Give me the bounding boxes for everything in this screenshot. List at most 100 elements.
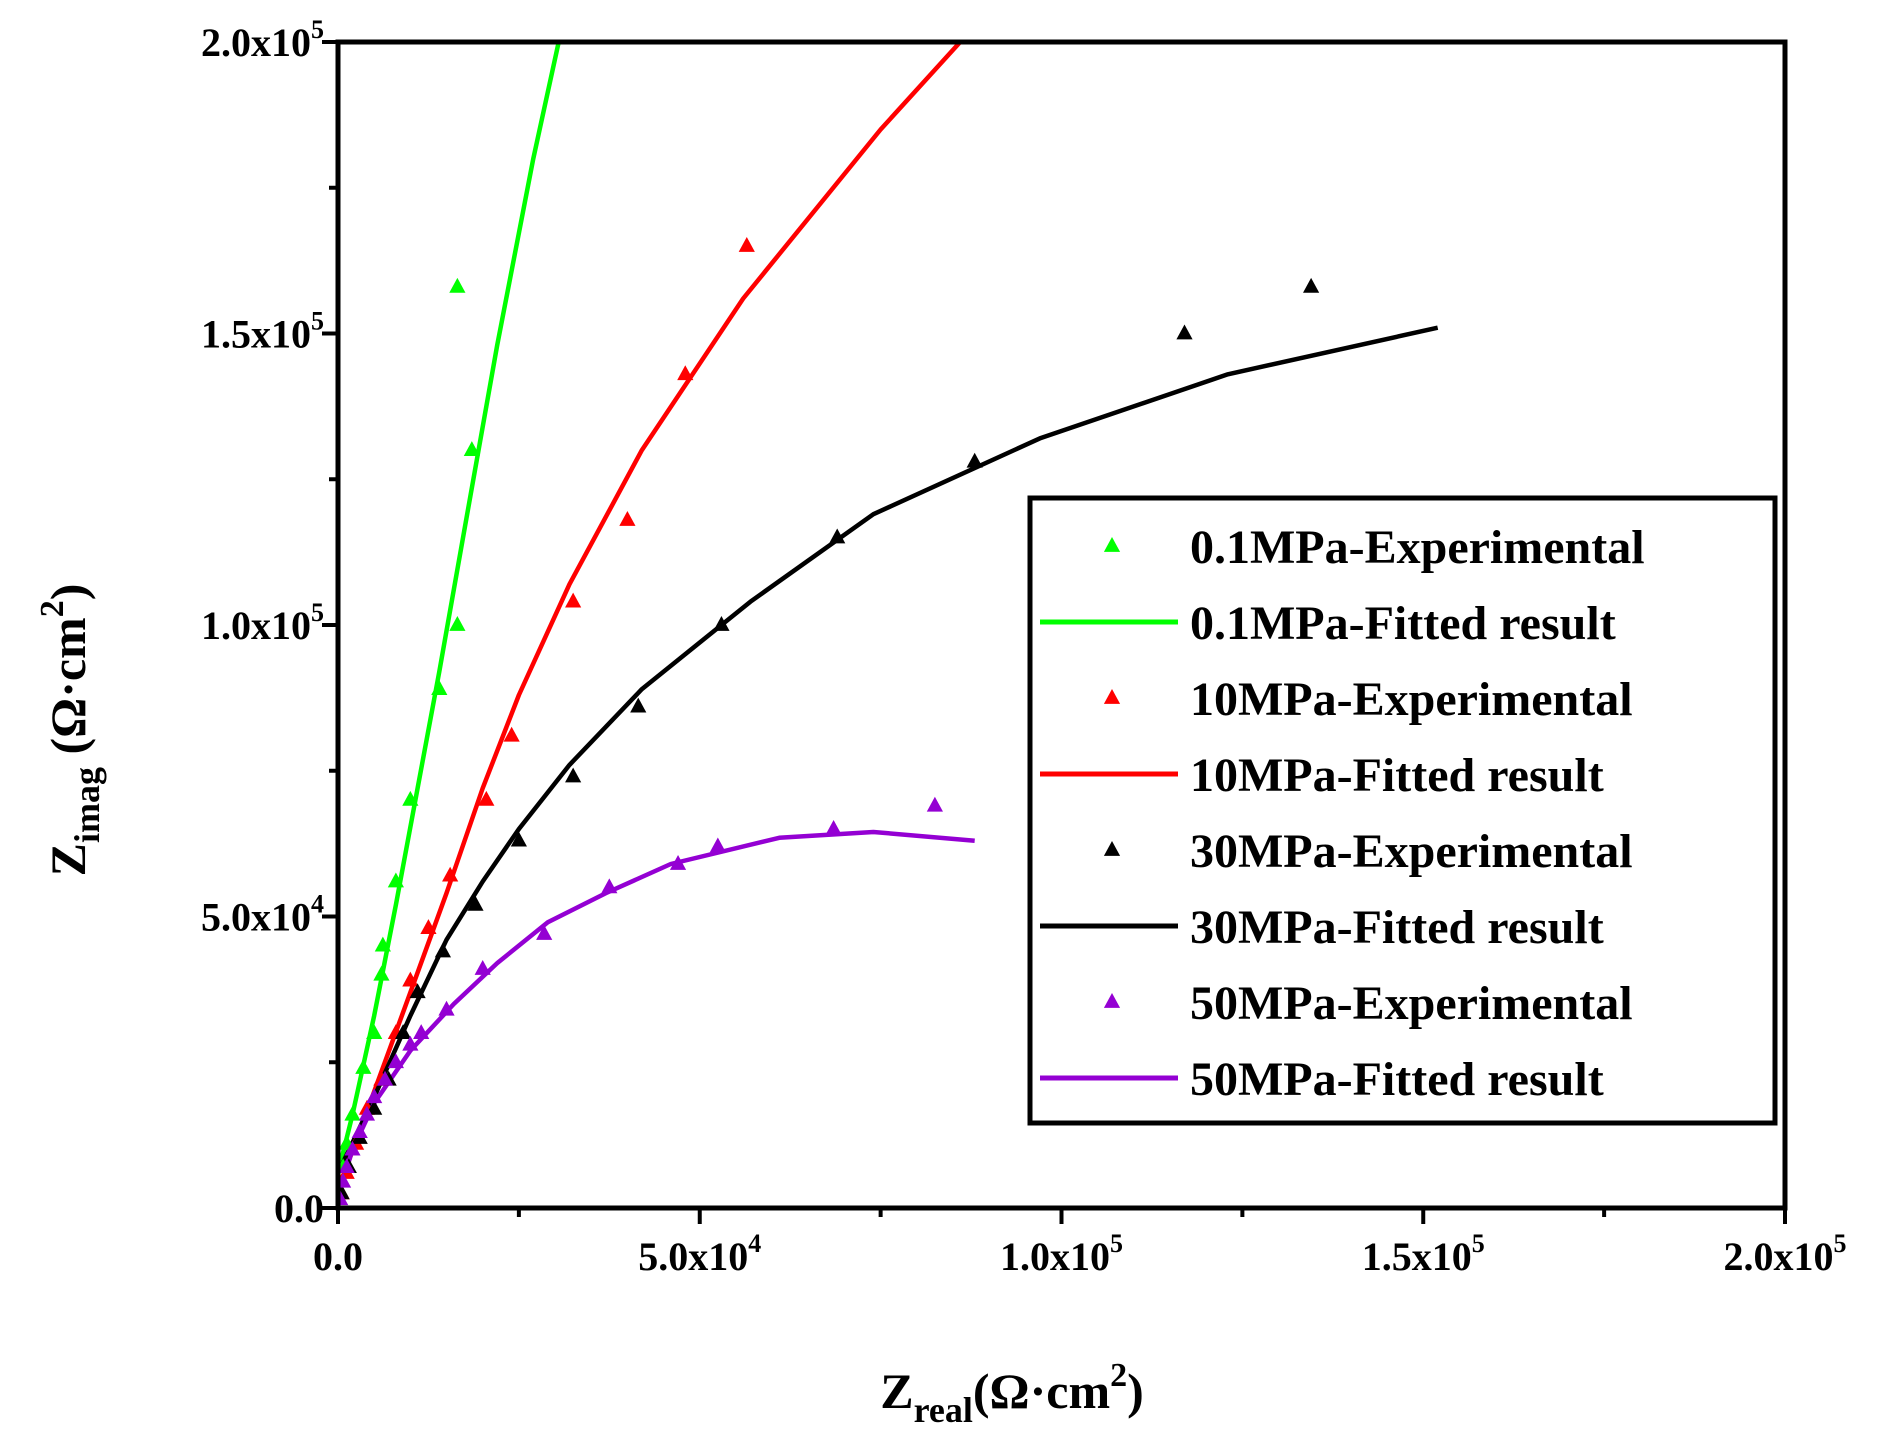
y-tick-label-50000-exponent: 4	[311, 890, 324, 919]
y-tick-label-150000-exponent: 5	[311, 307, 324, 336]
plot-area	[338, 42, 1439, 1206]
point-30mpa-experimental-9	[510, 831, 527, 847]
legend-item-0-1mpa-experimental: 0.1MPa-Experimental	[1103, 521, 1645, 574]
legend-label-50mpa-fitted-result: 50MPa-Fitted result	[1190, 1053, 1604, 1106]
y-tick-label-200000-mantissa: 2.0x10	[201, 20, 311, 65]
point-50mpa-experimental-0	[338, 1190, 349, 1206]
x-tick-label-200000-mantissa: 2.0x10	[1724, 1234, 1834, 1279]
legend-item-10mpa-fitted-result: 10MPa-Fitted result	[1040, 749, 1604, 802]
x-tick-label-100000-mantissa: 1.0x10	[1000, 1234, 1110, 1279]
legend-label-10mpa-experimental: 10MPa-Experimental	[1190, 673, 1633, 726]
point-10mpa-experimental-12	[619, 511, 636, 526]
point-0-1mpa-experimental-3	[344, 1105, 361, 1121]
x-tick-label-200000: 2.0x105	[1724, 1229, 1847, 1279]
point-50mpa-experimental-18	[926, 796, 943, 812]
legend-item-50mpa-experimental: 50MPa-Experimental	[1103, 977, 1633, 1030]
point-0-1mpa-experimental-8	[387, 872, 404, 888]
point-30mpa-experimental-3	[366, 1099, 383, 1115]
point-30mpa-experimental-10	[565, 767, 582, 783]
legend-label-30mpa-fitted-result: 30MPa-Fitted result	[1190, 901, 1604, 954]
y-tick-label-100000: 1.0x105	[201, 598, 324, 648]
legend-marker-0-1mpa-experimental	[1103, 537, 1121, 552]
point-0-1mpa-experimental-10	[431, 680, 448, 695]
x-axis-title-close: )	[1127, 1363, 1144, 1419]
line-30mpa-fitted-result	[338, 325, 1439, 1174]
legend-label-0-1mpa-experimental: 0.1MPa-Experimental	[1190, 521, 1645, 574]
point-0-1mpa-experimental-11	[449, 616, 466, 631]
y-axis-title-sup: 2	[34, 600, 71, 617]
y-axis-title-main: Z	[40, 843, 96, 876]
point-50mpa-experimental-4	[351, 1123, 368, 1139]
point-50mpa-experimental-14	[601, 878, 618, 894]
point-30mpa-experimental-14	[966, 452, 983, 468]
x-tick-label-150000-exponent: 5	[1472, 1229, 1485, 1258]
point-30mpa-experimental-8	[467, 895, 484, 911]
legend-item-10mpa-experimental: 10MPa-Experimental	[1103, 673, 1633, 726]
axes: 0.0 5.0x104 1.0x105 1.5x105 2.0x1050.05.0x10…	[201, 15, 1847, 1279]
legend-item-30mpa-experimental: 30MPa-Experimental	[1103, 825, 1633, 878]
x-tick-label-150000: 1.5x105	[1362, 1229, 1485, 1279]
legend-item-30mpa-fitted-result: 30MPa-Fitted result	[1040, 901, 1604, 954]
y-tick-label-150000-mantissa: 1.5x10	[201, 312, 311, 357]
series-group	[338, 42, 1439, 1206]
x-tick-label-200000-exponent: 5	[1834, 1229, 1847, 1258]
point-50mpa-experimental-2	[338, 1158, 355, 1174]
point-50mpa-experimental-17	[825, 820, 842, 835]
x-tick-label-0-mantissa: 0.0	[313, 1234, 363, 1279]
x-axis-title-sup: 2	[1110, 1357, 1127, 1394]
point-50mpa-experimental-11	[438, 1000, 455, 1016]
y-tick-label-0-mantissa: 0.0	[274, 1186, 324, 1231]
y-tick-label-50000-mantissa: 5.0x10	[201, 895, 311, 940]
point-10mpa-experimental-8	[442, 866, 459, 882]
y-axis-title-close: )	[40, 584, 96, 601]
point-50mpa-experimental-5	[358, 1105, 376, 1121]
y-tick-label-100000-mantissa: 1.0x10	[201, 603, 311, 648]
legend-label-50mpa-experimental: 50MPa-Experimental	[1190, 977, 1633, 1030]
point-30mpa-experimental-6	[409, 983, 426, 999]
y-tick-label-150000: 1.5x105	[201, 307, 324, 357]
point-10mpa-experimental-10	[503, 726, 520, 742]
point-0-1mpa-experimental-7	[374, 936, 391, 952]
point-30mpa-experimental-13	[829, 528, 846, 544]
point-0-1mpa-experimental-13	[449, 277, 466, 293]
x-axis-title-unit: (Ω·cm	[973, 1363, 1110, 1419]
point-0-1mpa-experimental-6	[373, 965, 390, 981]
x-tick-label-150000-mantissa: 1.5x10	[1362, 1234, 1472, 1279]
point-0-1mpa-experimental-5	[366, 1024, 383, 1039]
x-tick-label-50000: 5.0x104	[638, 1229, 761, 1279]
point-50mpa-experimental-1	[338, 1172, 352, 1188]
x-tick-label-100000-exponent: 5	[1110, 1229, 1123, 1258]
point-50mpa-experimental-15	[669, 855, 687, 870]
x-tick-label-50000-mantissa: 5.0x10	[638, 1234, 748, 1279]
line-10mpa-fitted-result	[338, 42, 962, 1192]
y-tick-label-200000-exponent: 5	[311, 15, 324, 44]
point-10mpa-experimental-7	[420, 919, 437, 935]
point-10mpa-experimental-11	[565, 592, 582, 608]
point-0-1mpa-experimental-4	[355, 1059, 372, 1074]
legend-label-30mpa-experimental: 30MPa-Experimental	[1190, 825, 1633, 878]
legend: 0.1MPa-Experimental 0.1MPa-Fitted result 1…	[1027, 495, 1778, 1126]
point-30mpa-experimental-12	[713, 616, 730, 631]
legend-marker-10mpa-experimental	[1103, 689, 1121, 704]
point-10mpa-experimental-6	[402, 971, 419, 987]
legend-label-0-1mpa-fitted-result: 0.1MPa-Fitted result	[1190, 597, 1616, 650]
point-30mpa-experimental-15	[1176, 324, 1193, 340]
x-tick-label-0: 0.0	[313, 1234, 363, 1279]
point-50mpa-experimental-12	[474, 959, 491, 975]
markers-50mpa-experimental	[338, 796, 943, 1206]
y-tick-label-0: 0.0	[274, 1186, 324, 1231]
legend-box	[1027, 495, 1778, 1126]
point-50mpa-experimental-7	[376, 1070, 394, 1086]
x-tick-label-100000: 1.0x105	[1000, 1229, 1123, 1279]
x-tick-label-50000-exponent: 4	[748, 1229, 761, 1258]
x-axis-title-main: Z	[880, 1363, 913, 1419]
y-tick-label-100000-exponent: 5	[311, 598, 324, 627]
point-50mpa-experimental-13	[536, 924, 553, 940]
point-50mpa-experimental-6	[366, 1088, 383, 1104]
point-30mpa-experimental-11	[630, 697, 647, 713]
point-30mpa-experimental-5	[395, 1024, 412, 1039]
point-30mpa-experimental-16	[1303, 277, 1320, 293]
line-50mpa-fitted-result	[338, 829, 975, 1197]
legend-marker-30mpa-experimental	[1103, 841, 1121, 856]
